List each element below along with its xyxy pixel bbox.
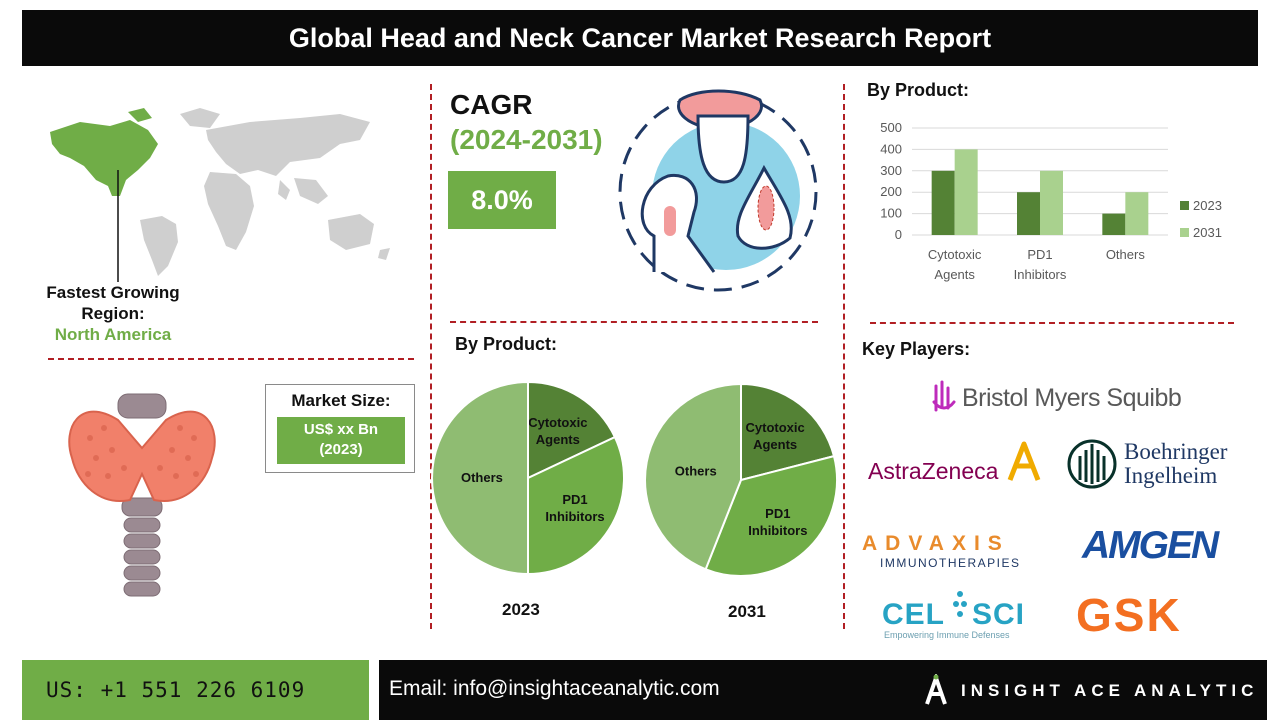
x-tick-label-others: Others [1106, 247, 1146, 262]
footer-phone-bar: US: +1 551 226 6109 [22, 660, 369, 720]
y-tick-label: 200 [880, 184, 902, 199]
bar-cytotoxic-agents-2023 [931, 170, 955, 235]
thyroid-illustration [68, 393, 216, 597]
pie-label-2031-others: Others [675, 463, 717, 478]
astrazeneca-logo-text: AstraZeneca [868, 458, 999, 484]
legend-label-2023: 2023 [1193, 198, 1222, 213]
y-tick-label: 400 [880, 141, 902, 156]
bristol-myers-squibb-logo: Bristol Myers Squibb [932, 378, 1182, 418]
bar-section-title: By Product: [867, 80, 970, 100]
cel-sci-logo-part1: CEL [882, 598, 945, 631]
cel-sci-logo: CEL SCI Empowering Immune Defenses [882, 590, 1042, 640]
title-bar: Global Head and Neck Cancer Market Resea… [22, 10, 1258, 66]
pie-slice-2023-others [431, 380, 529, 576]
boehringer-logo-text: Boehringer Ingelheim [1124, 440, 1227, 488]
divider-vertical-left [430, 84, 432, 629]
pie-section-title: By Product: [455, 334, 558, 354]
bms-logo-text: Bristol Myers Squibb [962, 384, 1182, 412]
pie-charts: Cytotoxic Agents PD1 Inhibitors Others Cytoto… [431, 380, 838, 577]
pie-label-2023-pd1-inhibitors: PD1 Inhibitors [545, 492, 604, 524]
world-map-graphic [50, 108, 390, 282]
pie-slice-2031-others [644, 382, 742, 571]
pie-slice-2023-cytotoxic-agents [527, 380, 617, 480]
footer-phone-number[interactable]: US: +1 551 226 6109 [46, 678, 306, 702]
legend-label-2031: 2031 [1193, 225, 1222, 240]
pie-label-2031-cytotoxic-agents: Cytotoxic Agents [746, 420, 805, 452]
bms-mark-icon [932, 380, 956, 412]
footer-brand-name: INSIGHT ACE ANALYTIC [961, 681, 1259, 700]
bar-chart: 0 100 200 300 400 500 Cytotoxic Agents PD1 Inhibi… [880, 120, 1222, 282]
key-players-title: Key Players: [862, 339, 971, 359]
pie-label-2023-cytotoxic-agents: Cytotoxic Agents [528, 415, 587, 447]
divider-right [870, 322, 1234, 324]
divider-vertical-right [843, 84, 845, 629]
advaxis-logo: ADVAXIS IMMUNOTHERAPIES [860, 532, 1050, 572]
pie-label-2031-pd1-inhibitors: PD1 Inhibitors [748, 506, 807, 538]
report-title: Global Head and Neck Cancer Market Resea… [288, 22, 992, 53]
legend-swatch-2023 [1180, 201, 1189, 210]
boehringer-ingelheim-logo: Boehringer Ingelheim [1066, 436, 1246, 492]
market-size-amount: US$ xx Bn [303, 421, 379, 438]
bar-cytotoxic-agents-2031 [954, 149, 978, 235]
amgen-logo-text: AMGEN [1082, 524, 1219, 567]
footer-contact-bar: Email: info@insightaceanalytic.com INSIG… [379, 660, 1267, 720]
bar-pd1-inhibitors-2031 [1040, 170, 1063, 235]
pie-slice-2031-cytotoxic-agents [740, 382, 836, 482]
x-tick-label-cytotoxic-agents: Cytotoxic Agents [928, 247, 982, 282]
legend-swatch-2031 [1180, 228, 1189, 237]
insight-ace-logo-icon [925, 674, 947, 705]
fastest-growing-region-label: Fastest Growing Region: [46, 283, 180, 323]
x-tick-label-pd1-inhibitors: PD1 Inhibitors [1014, 247, 1067, 282]
bar-pd1-inhibitors-2023 [1017, 192, 1040, 235]
advaxis-logo-text: ADVAXIS [862, 532, 1010, 555]
boehringer-mark-icon [1067, 439, 1117, 489]
market-size-label: Market Size: [291, 391, 391, 410]
bar-others-2031 [1125, 192, 1149, 235]
market-size-box: Market Size: US$ xx Bn (2023) [265, 384, 415, 473]
pie-year-2031: 2031 [728, 602, 766, 621]
cel-sci-dots-icon [953, 591, 967, 617]
pie-year-2023: 2023 [502, 600, 540, 619]
head-neck-illustration [618, 89, 818, 292]
y-tick-label: 500 [880, 120, 902, 135]
footer-email-link[interactable]: Email: info@insightaceanalytic.com [389, 677, 720, 700]
pie-slice-2031-pd1-inhibitors [704, 454, 838, 577]
y-tick-label: 0 [895, 227, 902, 242]
cel-sci-logo-part2: SCI [972, 598, 1026, 631]
y-tick-label: 300 [880, 163, 902, 178]
fastest-growing-region-value: North America [54, 325, 172, 344]
pie-label-2023-others: Others [461, 470, 503, 485]
advaxis-logo-subtext: IMMUNOTHERAPIES [880, 556, 1021, 570]
market-size-year: (2023) [319, 441, 363, 458]
astrazeneca-logo: AstraZeneca [866, 440, 1046, 490]
gsk-logo-text: GSK [1076, 589, 1182, 641]
boehringer-logo-line1: Boehringer [1124, 439, 1228, 464]
y-tick-label: 100 [880, 206, 902, 221]
boehringer-logo-line2: Ingelheim [1124, 463, 1218, 488]
market-size-value: US$ xx Bn (2023) [277, 417, 405, 464]
divider-center [450, 321, 818, 323]
divider-left [48, 358, 414, 360]
cagr-label: CAGR [450, 89, 533, 120]
cel-sci-logo-subtext: Empowering Immune Defenses [884, 630, 1010, 640]
cagr-period: (2024-2031) [450, 124, 603, 155]
cagr-value: 8.0% [448, 171, 556, 229]
pie-slice-2023-pd1-inhibitors [527, 435, 625, 576]
astrazeneca-mark-icon [1007, 441, 1041, 481]
bar-others-2023 [1102, 213, 1126, 235]
